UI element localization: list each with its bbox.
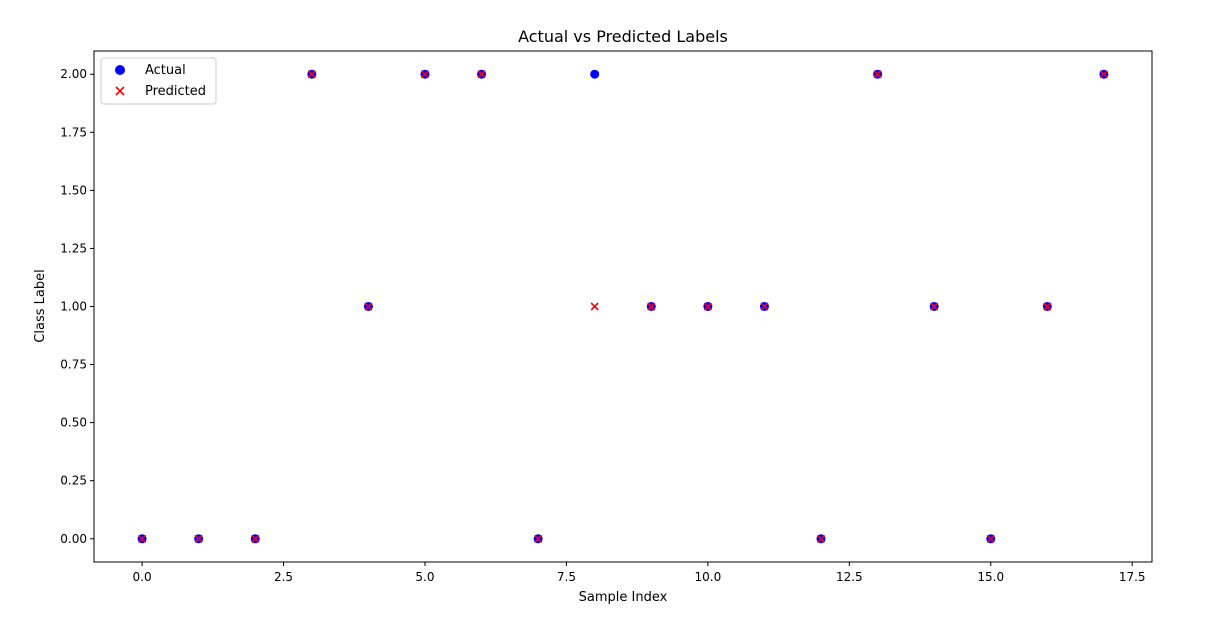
x-tick-label: 5.0 [415,570,434,584]
x-tick-label: 12.5 [836,570,863,584]
predicted-point [534,534,543,543]
predicted-point [477,70,486,79]
y-tick-label: 0.25 [60,474,87,488]
predicted-point [1043,302,1052,311]
x-axis-ticks: 0.0 2.5 5.0 7.5 10.0 12.5 15.0 17.5 [133,562,1146,584]
y-tick-label: 0.75 [60,358,87,372]
predicted-point [647,302,656,311]
plot-area [93,50,1153,563]
legend-actual-marker [115,65,125,75]
predicted-point [703,302,712,311]
y-axis-ticks: 0.00 0.25 0.50 0.75 1.00 1.25 1.50 1.75 2.00 [60,67,94,546]
y-tick-label: 2.00 [60,67,87,81]
legend-actual-label: Actual [145,63,186,78]
y-tick-label: 0.00 [60,532,87,546]
predicted-point [420,70,430,79]
predicted-point-stroke-b [1099,70,1108,79]
predicted-point [816,534,826,543]
legend-predicted-label: Predicted [145,84,206,99]
x-tick-label: 10.0 [695,570,722,584]
predicted-point-stroke-b [364,302,373,311]
predicted-point-stroke-b [986,534,995,543]
chart-title: Actual vs Predicted Labels [518,27,728,46]
predicted-point-stroke-b [760,302,769,311]
predicted-point-stroke-b [138,534,147,543]
predicted-point-stroke-b [251,534,260,543]
predicted-point [873,70,882,79]
x-axis-label: Sample Index [579,590,668,605]
predicted-point [307,70,316,79]
data-points [137,69,1109,544]
y-tick-label: 1.00 [60,300,87,314]
predicted-point-stroke-b [420,70,430,79]
x-tick-label: 2.5 [274,570,293,584]
y-tick-label: 0.50 [60,416,87,430]
x-tick-label: 15.0 [977,570,1004,584]
predicted-point-stroke-b [703,302,712,311]
predicted-point [138,534,147,543]
predicted-point-stroke-b [590,302,599,311]
predicted-point [590,302,599,311]
predicted-point-stroke-b [930,302,939,311]
predicted-point [760,302,769,311]
actual-point [590,69,600,79]
y-tick-label: 1.50 [60,183,87,197]
predicted-point [1099,70,1108,79]
legend-predicted-x [115,86,125,96]
predicted-point [251,534,260,543]
legend-predicted-x-stroke-b [115,86,125,96]
y-axis-label: Class Label [33,269,48,342]
predicted-point-stroke-b [873,70,882,79]
legend-predicted-marker [115,86,125,96]
predicted-point [930,302,939,311]
predicted-point [364,302,373,311]
y-tick-label: 1.25 [60,241,87,255]
y-tick-label: 1.75 [60,125,87,139]
predicted-point [986,534,995,543]
legend-box [100,57,217,105]
x-tick-label: 7.5 [557,570,576,584]
x-tick-label: 17.5 [1119,570,1146,584]
legend: Actual Predicted [100,57,217,105]
predicted-point-stroke-b [816,534,826,543]
predicted-point-stroke-b [477,70,486,79]
x-tick-label: 0.0 [133,570,152,584]
predicted-point-stroke-b [534,534,543,543]
predicted-point-stroke-b [307,70,316,79]
predicted-point [194,534,203,543]
predicted-point-stroke-b [647,302,656,311]
predicted-point-stroke-b [194,534,203,543]
predicted-point-stroke-b [1043,302,1052,311]
